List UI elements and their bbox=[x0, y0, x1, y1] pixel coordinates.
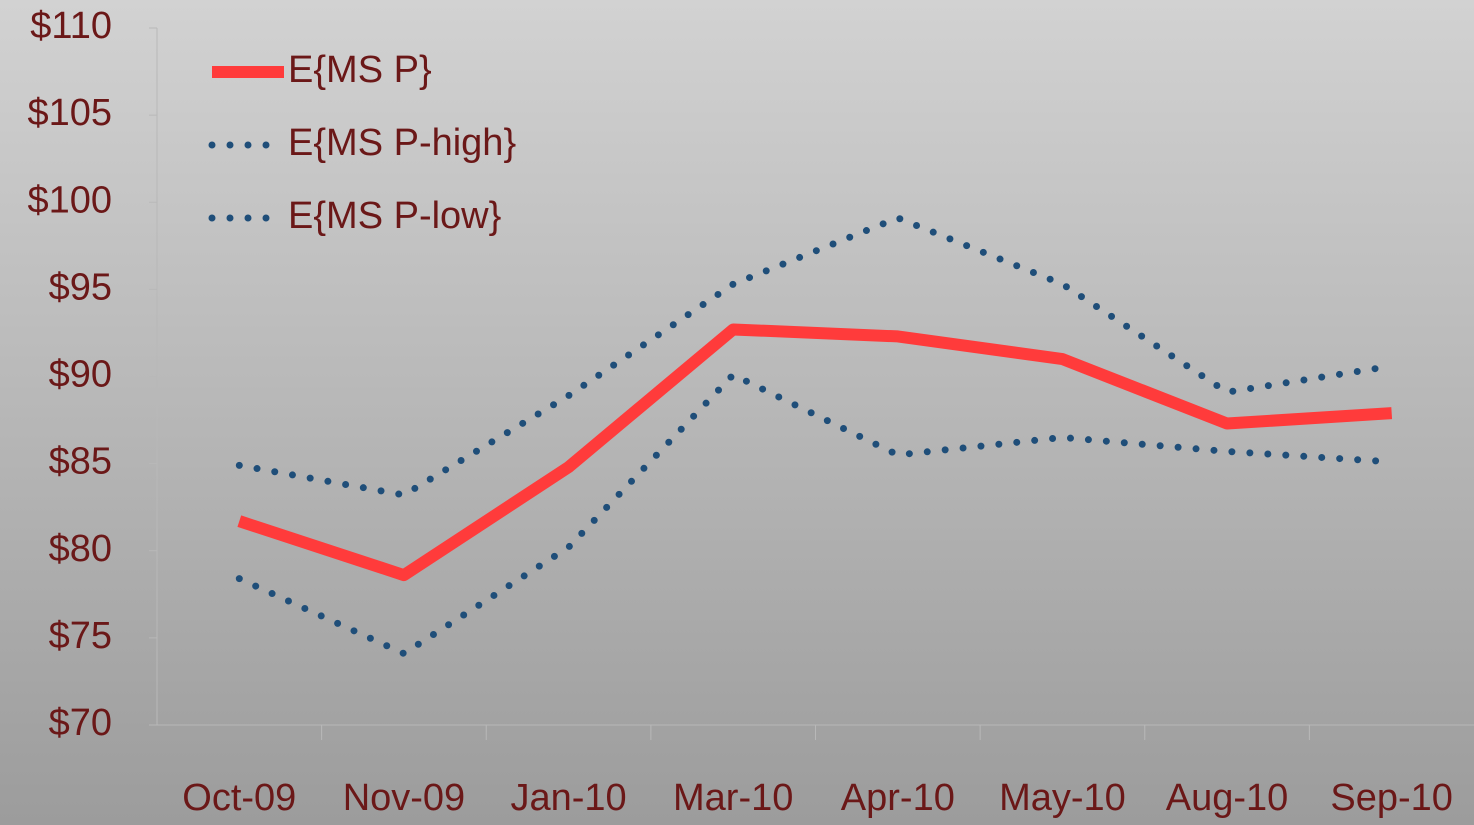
y-tick-label: $70 bbox=[49, 702, 112, 744]
y-tick-label: $75 bbox=[49, 615, 112, 657]
y-tick-label: $100 bbox=[27, 179, 112, 221]
x-tick-label: Apr-10 bbox=[841, 777, 955, 819]
x-tick-label: Aug-10 bbox=[1166, 777, 1289, 819]
legend-label: E{MS P-low} bbox=[288, 195, 501, 237]
x-tick-label: May-10 bbox=[999, 777, 1126, 819]
x-tick-label: Mar-10 bbox=[673, 777, 793, 819]
series-line bbox=[235, 214, 1396, 499]
y-tick-label: $105 bbox=[27, 92, 112, 134]
y-tick-label: $80 bbox=[49, 528, 112, 570]
legend-label: E{MS P-high} bbox=[288, 122, 516, 164]
y-tick-label: $85 bbox=[49, 441, 112, 483]
series-line bbox=[237, 323, 1393, 582]
x-tick-label: Oct-09 bbox=[182, 777, 296, 819]
y-tick-label: $95 bbox=[49, 266, 112, 308]
x-tick-label: Jan-10 bbox=[510, 777, 626, 819]
y-tick-label: $110 bbox=[30, 5, 112, 47]
x-tick-label: Nov-09 bbox=[343, 777, 466, 819]
legend-label: E{MS P} bbox=[288, 49, 432, 91]
x-tick-label: Sep-10 bbox=[1330, 777, 1453, 819]
y-tick-label: $90 bbox=[49, 354, 112, 396]
series-line bbox=[235, 370, 1396, 658]
